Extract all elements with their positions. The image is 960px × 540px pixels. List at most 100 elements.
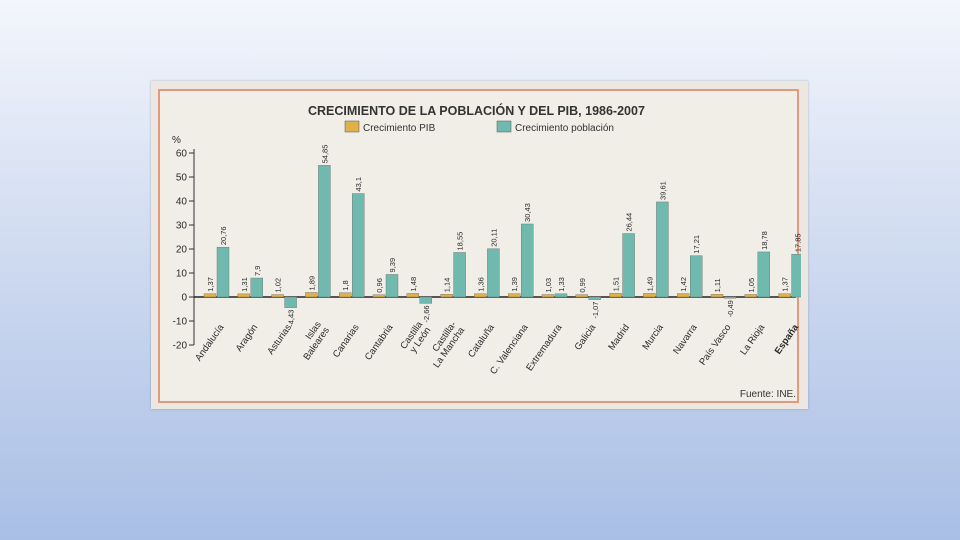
bar-pib	[778, 293, 791, 298]
y-tick-label: 60	[176, 149, 188, 160]
value-labels: 1,37 20,76 1,31 7,9 1,02 -4,43 1,89 54,85 1,8 43,…	[206, 145, 801, 327]
category-label: País Vasco	[697, 322, 733, 367]
bar-pib	[609, 293, 622, 298]
bar-pib	[203, 293, 217, 298]
value-label: 1,31	[240, 277, 249, 292]
value-label: -4,43	[287, 310, 296, 327]
value-label: 18,78	[760, 231, 769, 250]
value-label: 1,03	[544, 278, 553, 293]
category-label: Extremadura	[524, 322, 565, 373]
value-label: 1,51	[612, 277, 621, 292]
value-label: 17,21	[692, 235, 701, 254]
value-label: 39,61	[658, 181, 667, 200]
bar-chart: CRECIMIENTO DE LA POBLACIÓN Y DEL PIB, 1…	[172, 103, 801, 400]
value-label: 1,05	[747, 278, 756, 293]
bar-poblacion	[385, 274, 399, 298]
bar-poblacion	[622, 233, 635, 298]
value-label: 1,89	[307, 276, 316, 291]
bar-pib	[237, 293, 251, 298]
value-label: 20,11	[489, 229, 498, 247]
value-label: 30,43	[523, 203, 532, 222]
category-label: Aragón	[234, 322, 261, 353]
y-tick-label: 40	[176, 197, 188, 208]
value-label: 0,99	[578, 278, 587, 293]
bar-poblacion	[690, 255, 703, 298]
chart-photo: CRECIMIENTO DE LA POBLACIÓN Y DEL PIB, 1…	[151, 81, 808, 409]
legend-swatch-poblacion	[496, 120, 512, 133]
value-label: 1,14	[443, 278, 452, 293]
category-label: Madrid	[606, 322, 632, 352]
legend-swatch-pib	[344, 120, 360, 133]
category-label: Cantabria	[363, 322, 396, 363]
bar-pib	[474, 293, 487, 298]
value-label: 1,36	[476, 277, 485, 292]
chart-title: CRECIMIENTO DE LA POBLACIÓN Y DEL PIB, 1…	[308, 103, 645, 118]
y-tick-label: 50	[176, 173, 188, 184]
bar-poblacion	[351, 193, 365, 298]
bar-poblacion	[284, 296, 297, 308]
value-label: 43,1	[354, 177, 363, 192]
y-tick-label: 20	[176, 245, 188, 256]
value-label: 0,96	[375, 278, 384, 293]
bar-poblacion	[791, 253, 801, 298]
bar-pib	[575, 294, 588, 298]
bar-pib	[271, 294, 284, 298]
value-label: 20,76	[219, 226, 228, 245]
bar-pib	[406, 293, 420, 298]
value-label: 26,44	[625, 213, 634, 232]
bar-poblacion	[588, 296, 601, 300]
bar-poblacion	[453, 252, 466, 298]
value-label: 1,11	[713, 278, 722, 292]
bar-poblacion	[656, 201, 669, 298]
category-labels: Andalucía Aragón Asturias IslasBalearesCana…	[193, 319, 801, 377]
value-label: 1,8	[341, 280, 350, 290]
value-label: -0,49	[726, 300, 735, 317]
value-label: -2,66	[422, 305, 431, 322]
value-label: 1,37	[781, 277, 790, 292]
value-label: 7,9	[253, 266, 262, 276]
legend: Crecimiento PIB Crecimiento población	[344, 120, 614, 134]
category-label: Murcia	[640, 322, 666, 352]
bar-pib	[440, 294, 453, 298]
y-tick-label: -10	[173, 317, 188, 328]
y-tick-label: 30	[176, 221, 188, 232]
bar-pib	[643, 293, 656, 298]
source-note: Fuente: INE.	[740, 389, 796, 400]
y-axis-unit: %	[172, 135, 181, 146]
bar-pib	[541, 294, 555, 298]
y-tick-label: 0	[181, 293, 187, 304]
value-label: 1,02	[274, 278, 283, 293]
value-label: 1,33	[557, 277, 566, 292]
legend-label-pib: Crecimiento PIB	[363, 123, 436, 134]
bar-poblacion	[723, 296, 737, 299]
value-label: 9,39	[388, 258, 397, 273]
bar-pib	[338, 292, 352, 298]
value-label: 54,85	[320, 145, 329, 164]
bar-pib	[508, 293, 521, 298]
value-label: 1,48	[409, 277, 418, 292]
bar-pib	[305, 292, 318, 298]
category-label: Cataluña	[466, 322, 497, 360]
value-label: 17,85	[794, 233, 801, 252]
category-label: Navarra	[671, 322, 700, 357]
bar-poblacion	[757, 251, 770, 298]
bars	[203, 165, 801, 308]
bar-poblacion	[216, 246, 230, 298]
bar-pib	[372, 294, 386, 298]
bar-poblacion	[318, 165, 331, 298]
bar-poblacion	[419, 296, 432, 304]
axes: 60 50 40 30 20 10 0 -10 -20	[173, 149, 796, 352]
category-label: Andalucía	[193, 322, 227, 364]
category-label: Canarias	[331, 322, 362, 360]
value-label: 1,49	[645, 277, 654, 292]
value-label: 1,42	[679, 277, 688, 292]
value-label: 1,37	[206, 277, 215, 292]
category-label: España	[773, 322, 801, 357]
value-label: 18,55	[456, 232, 465, 251]
category-label: Asturias	[265, 322, 294, 357]
bar-pib	[710, 294, 724, 298]
bar-poblacion	[487, 248, 500, 298]
value-label: 1,39	[510, 277, 519, 292]
bar-poblacion	[250, 277, 264, 298]
